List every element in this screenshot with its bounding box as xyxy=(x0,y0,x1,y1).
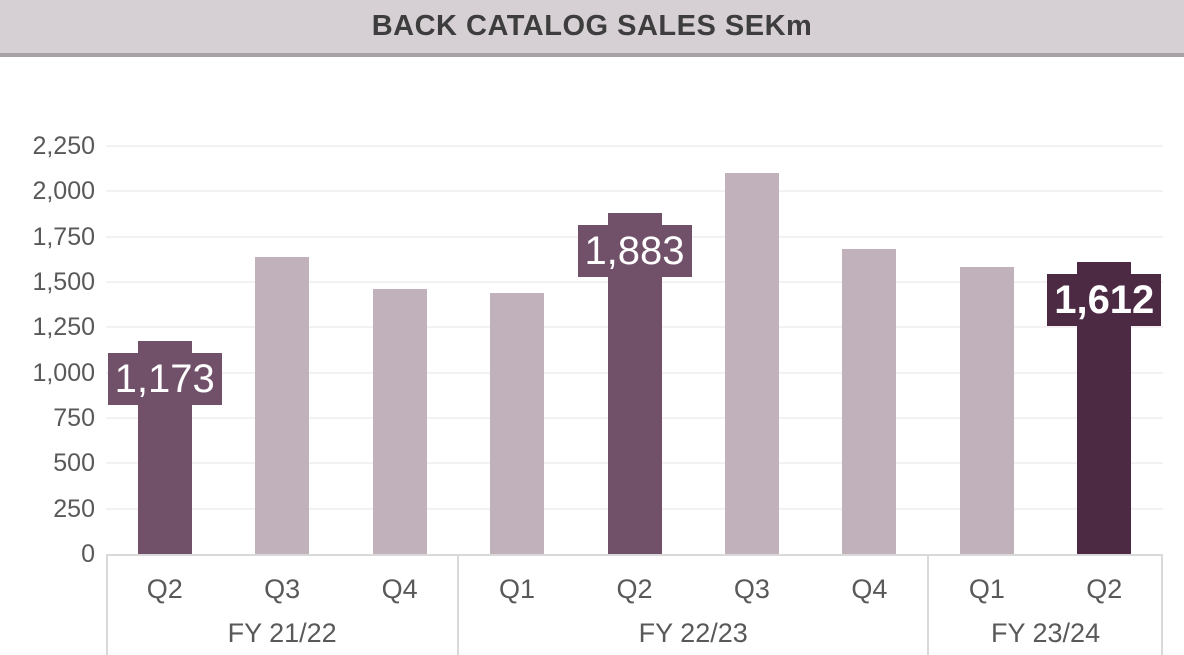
quarter-label-q2-FY2324: Q2 xyxy=(1086,574,1123,604)
bar-q3-FY2122 xyxy=(255,256,310,554)
fy-label-FY2223: FY 22/23 xyxy=(638,618,748,648)
y-axis-tick-label: 1,750 xyxy=(32,222,95,251)
chart-title: BACK CATALOG SALES SEKm xyxy=(371,10,813,42)
y-axis-tick-label: 2,000 xyxy=(32,177,95,206)
fy-label-FY2324: FY 23/24 xyxy=(991,618,1101,648)
bar-q4-FY2122 xyxy=(372,289,427,554)
fy-label-FY2122: FY 21/22 xyxy=(227,618,337,648)
fy-group-separator xyxy=(457,554,460,655)
quarter-label-q1-FY2223: Q1 xyxy=(499,574,536,604)
y-axis-tick-label: 2,250 xyxy=(32,132,95,160)
y-axis-tick-label: 0 xyxy=(81,540,95,568)
quarter-label-q3-FY2223: Q3 xyxy=(733,574,770,604)
gridline-2,250 xyxy=(106,145,1163,147)
y-axis-tick-label: 1,250 xyxy=(32,313,95,342)
bar-q4-FY2223 xyxy=(842,249,897,554)
gridline-2,000 xyxy=(106,190,1163,193)
bar-value-label: 1,173 xyxy=(107,353,222,406)
quarter-label-q3-FY2122: Q3 xyxy=(264,574,301,604)
y-axis-tick-label: 250 xyxy=(53,494,95,523)
y-axis-tick-label: 1,000 xyxy=(32,358,95,387)
quarter-label-q4-FY2122: Q4 xyxy=(381,574,418,604)
bar-q1-FY2223 xyxy=(490,292,545,554)
y-axis-tick-label: 1,500 xyxy=(32,268,95,296)
y-axis-tick-label: 750 xyxy=(53,404,95,432)
quarter-label-q1-FY2324: Q1 xyxy=(968,574,1005,604)
bar-q1-FY2324 xyxy=(959,267,1014,554)
chart-title-band: BACK CATALOG SALES SEKm xyxy=(0,0,1184,57)
quarter-label-q4-FY2223: Q4 xyxy=(851,574,888,604)
bar-q3-FY2223 xyxy=(724,173,779,554)
x-axis-category-box xyxy=(106,554,1163,655)
fy-group-separator xyxy=(927,554,930,655)
quarter-label-q2-FY2223: Q2 xyxy=(616,574,653,604)
bar-value-label: 1,883 xyxy=(577,224,692,277)
bar-value-label: 1,612 xyxy=(1047,273,1162,326)
y-axis-tick-label: 500 xyxy=(53,449,95,478)
quarter-label-q2-FY2122: Q2 xyxy=(146,574,183,604)
